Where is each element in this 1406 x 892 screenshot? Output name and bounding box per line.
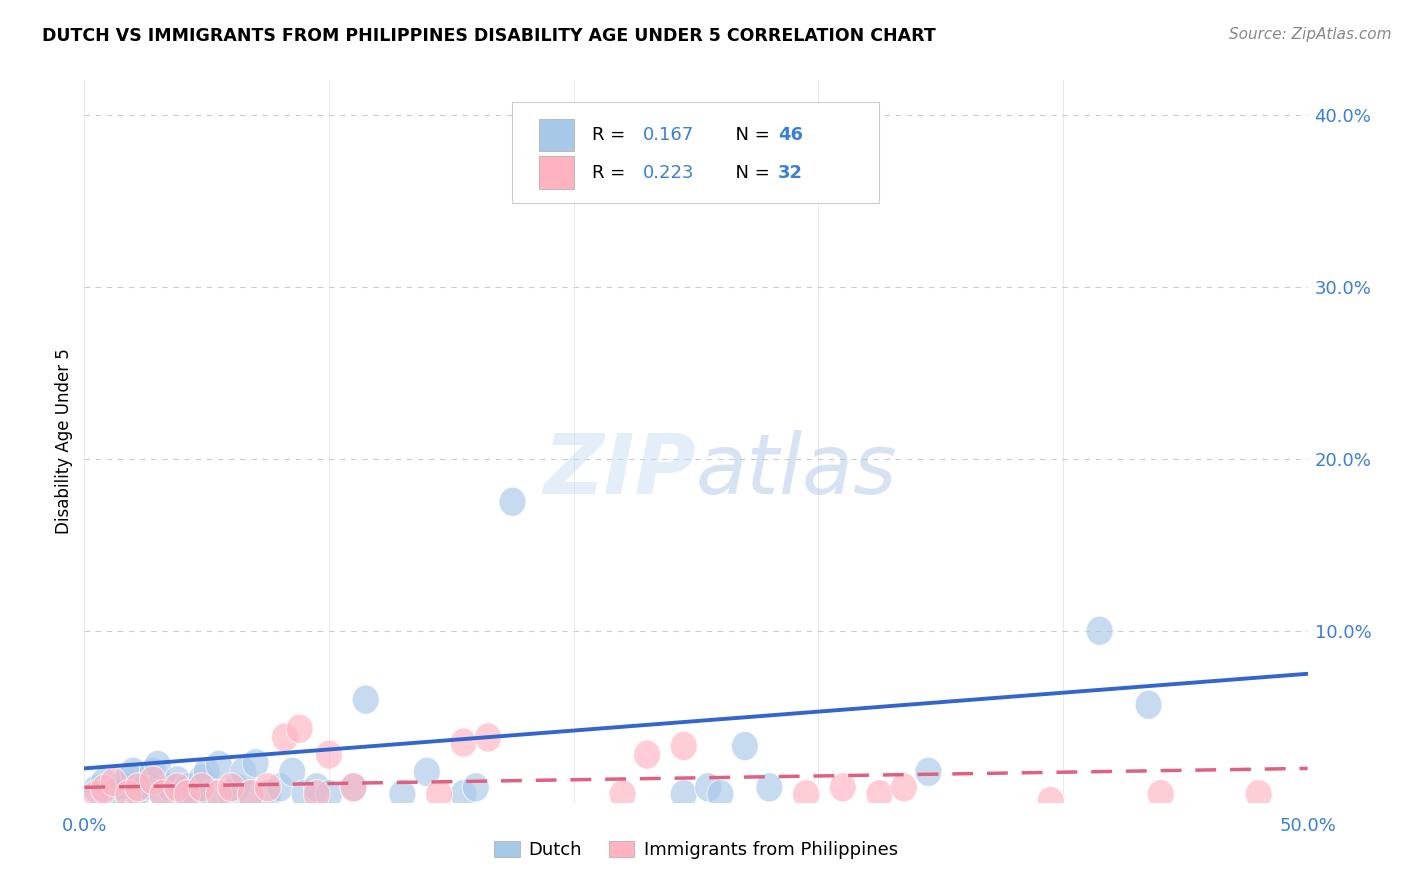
- Ellipse shape: [695, 772, 721, 802]
- Ellipse shape: [267, 772, 294, 802]
- Ellipse shape: [238, 780, 264, 809]
- Ellipse shape: [463, 772, 489, 802]
- Ellipse shape: [254, 772, 281, 802]
- Ellipse shape: [149, 780, 176, 809]
- Ellipse shape: [426, 780, 453, 809]
- Ellipse shape: [353, 685, 380, 714]
- Text: atlas: atlas: [696, 430, 897, 511]
- Ellipse shape: [1038, 787, 1064, 815]
- Ellipse shape: [450, 728, 477, 757]
- Ellipse shape: [145, 750, 172, 780]
- Ellipse shape: [115, 780, 142, 809]
- Ellipse shape: [1135, 690, 1161, 719]
- Ellipse shape: [218, 772, 245, 802]
- Ellipse shape: [340, 772, 367, 802]
- Ellipse shape: [315, 740, 343, 769]
- Ellipse shape: [731, 731, 758, 761]
- Ellipse shape: [139, 757, 166, 787]
- Ellipse shape: [174, 772, 201, 802]
- Ellipse shape: [125, 772, 152, 802]
- Ellipse shape: [450, 780, 477, 809]
- Ellipse shape: [125, 778, 152, 807]
- Ellipse shape: [1087, 616, 1114, 646]
- Text: 32: 32: [778, 164, 803, 182]
- Ellipse shape: [205, 750, 232, 780]
- Text: DUTCH VS IMMIGRANTS FROM PHILIPPINES DISABILITY AGE UNDER 5 CORRELATION CHART: DUTCH VS IMMIGRANTS FROM PHILIPPINES DIS…: [42, 27, 936, 45]
- Ellipse shape: [609, 780, 636, 809]
- Text: 46: 46: [778, 126, 803, 145]
- Ellipse shape: [271, 723, 298, 752]
- Ellipse shape: [475, 723, 502, 752]
- Ellipse shape: [304, 772, 330, 802]
- Ellipse shape: [915, 757, 942, 787]
- Text: Source: ZipAtlas.com: Source: ZipAtlas.com: [1229, 27, 1392, 42]
- Ellipse shape: [793, 780, 820, 809]
- FancyBboxPatch shape: [540, 156, 574, 189]
- Ellipse shape: [165, 772, 191, 802]
- Ellipse shape: [671, 780, 697, 809]
- Ellipse shape: [304, 780, 330, 809]
- Ellipse shape: [156, 772, 183, 802]
- Ellipse shape: [756, 772, 783, 802]
- Ellipse shape: [100, 778, 127, 807]
- Text: 0.167: 0.167: [644, 126, 695, 145]
- FancyBboxPatch shape: [540, 119, 574, 151]
- Ellipse shape: [188, 772, 215, 802]
- Ellipse shape: [389, 780, 416, 809]
- Ellipse shape: [193, 757, 221, 787]
- Ellipse shape: [83, 774, 110, 804]
- Ellipse shape: [1147, 780, 1174, 809]
- Ellipse shape: [205, 780, 232, 809]
- Ellipse shape: [181, 780, 208, 809]
- Ellipse shape: [671, 731, 697, 761]
- Ellipse shape: [413, 757, 440, 787]
- Ellipse shape: [890, 772, 917, 802]
- Ellipse shape: [254, 780, 281, 809]
- Text: N =: N =: [724, 126, 776, 145]
- FancyBboxPatch shape: [513, 102, 880, 203]
- Text: 0.223: 0.223: [644, 164, 695, 182]
- Ellipse shape: [90, 767, 117, 797]
- Ellipse shape: [132, 771, 159, 800]
- Text: R =: R =: [592, 126, 631, 145]
- Ellipse shape: [634, 740, 661, 769]
- Ellipse shape: [108, 771, 135, 800]
- Ellipse shape: [83, 780, 110, 809]
- Ellipse shape: [830, 772, 856, 802]
- Ellipse shape: [165, 766, 191, 795]
- Legend: Dutch, Immigrants from Philippines: Dutch, Immigrants from Philippines: [486, 833, 905, 866]
- Ellipse shape: [218, 780, 245, 809]
- Ellipse shape: [222, 772, 249, 802]
- Ellipse shape: [287, 714, 314, 743]
- Text: R =: R =: [592, 164, 631, 182]
- Ellipse shape: [340, 772, 367, 802]
- Ellipse shape: [90, 774, 117, 804]
- Ellipse shape: [291, 780, 318, 809]
- Ellipse shape: [278, 757, 305, 787]
- Ellipse shape: [115, 763, 142, 791]
- Y-axis label: Disability Age Under 5: Disability Age Under 5: [55, 349, 73, 534]
- Ellipse shape: [231, 757, 257, 787]
- Ellipse shape: [1246, 780, 1272, 809]
- Ellipse shape: [169, 780, 195, 809]
- Text: N =: N =: [724, 164, 776, 182]
- Ellipse shape: [139, 766, 166, 795]
- Ellipse shape: [149, 780, 176, 809]
- Ellipse shape: [238, 780, 264, 809]
- Ellipse shape: [866, 780, 893, 809]
- Ellipse shape: [174, 780, 201, 809]
- Ellipse shape: [100, 767, 127, 797]
- Ellipse shape: [499, 487, 526, 516]
- Ellipse shape: [188, 764, 215, 793]
- Text: ZIP: ZIP: [543, 430, 696, 511]
- Ellipse shape: [242, 748, 269, 778]
- Ellipse shape: [315, 780, 343, 809]
- Ellipse shape: [707, 780, 734, 809]
- Ellipse shape: [120, 757, 146, 787]
- Ellipse shape: [198, 780, 225, 809]
